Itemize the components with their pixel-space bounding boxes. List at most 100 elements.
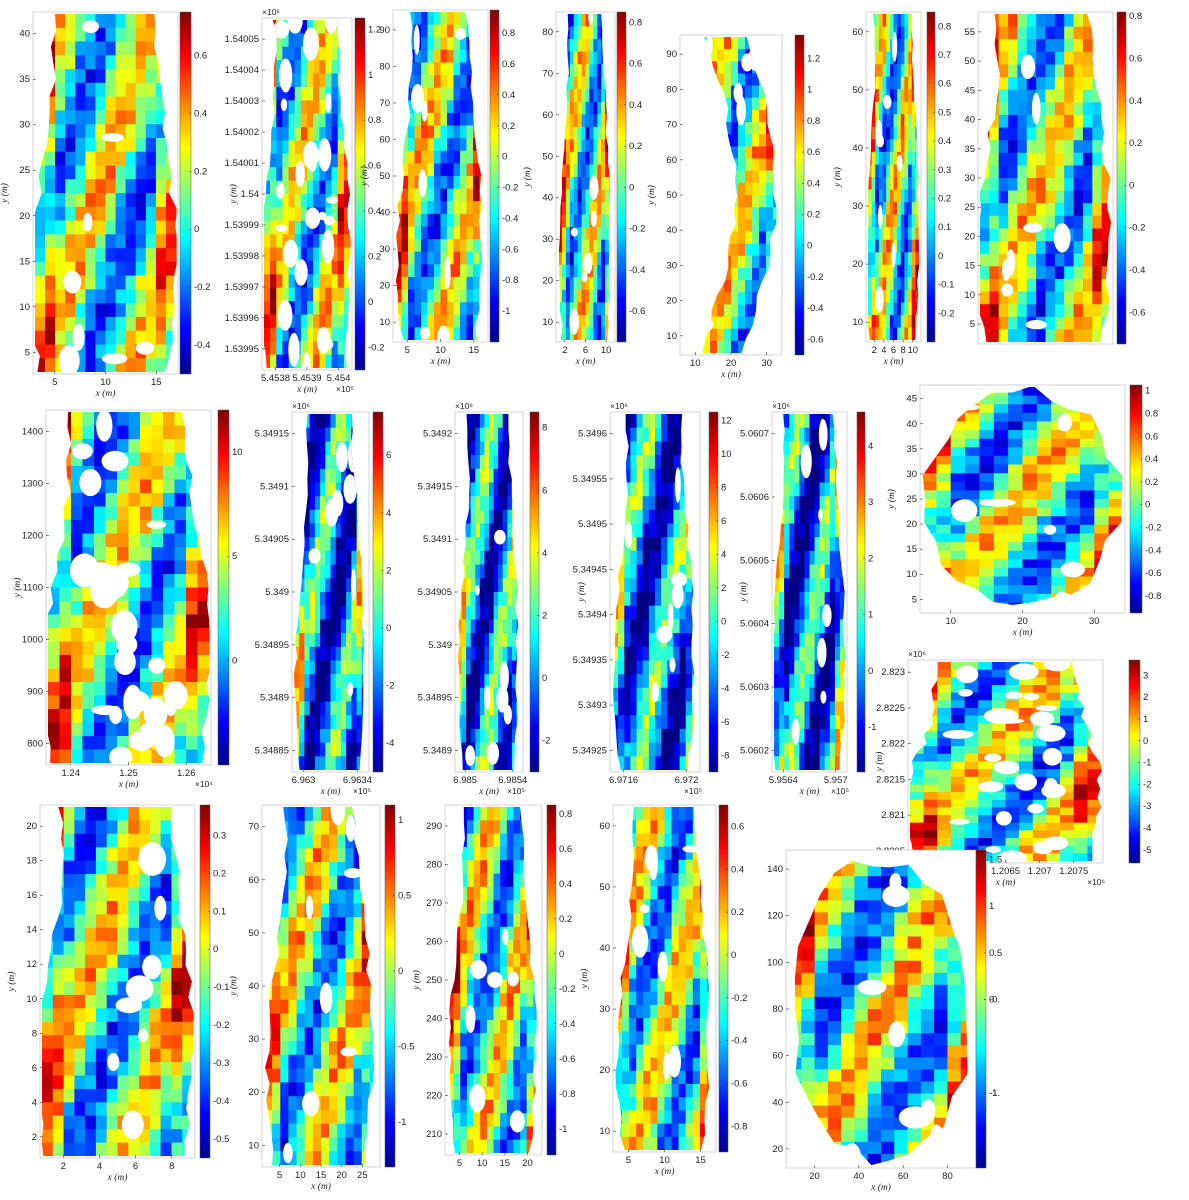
colorbar-tick-label: 0.6 xyxy=(1145,431,1158,442)
colorbar-tick-label: -0.2 xyxy=(502,183,518,194)
x-tick-label: 6.963 xyxy=(292,775,316,786)
y-tick-label: 2.8225 xyxy=(876,703,905,714)
colorbar-tick-label: -0. xyxy=(989,995,1000,1006)
colorbar-tick-label: -0.4 xyxy=(807,303,823,314)
y-tick-label: 100 xyxy=(767,957,783,968)
colorbar-tick-label: -0.4 xyxy=(213,1096,229,1107)
x-exponent-label: ×10⁴ xyxy=(195,779,213,789)
x-tick-label: 80 xyxy=(942,1171,953,1182)
y-tick-label: 25 xyxy=(19,165,30,176)
colorbar-tick-label: -0.4 xyxy=(1145,545,1161,556)
y-tick-label: 5.34885 xyxy=(255,745,289,756)
y-tick-label: 15 xyxy=(964,261,975,272)
y-tick-label: 25 xyxy=(964,202,975,213)
x-tick-label: 6.972 xyxy=(675,775,699,786)
x-tick-label: 5.9564 xyxy=(769,775,798,786)
x-tick-label: 20 xyxy=(336,1170,347,1181)
x-axis-label: x (m) xyxy=(310,1181,331,1192)
x-tick-label: 2 xyxy=(562,345,567,356)
y-tick-label: 800 xyxy=(27,739,43,750)
x-tick-label: 10 xyxy=(100,377,111,388)
y-tick-label: 1.54004 xyxy=(225,65,259,76)
colorbar-tick-label: 1 xyxy=(1143,714,1148,725)
colorbar xyxy=(546,804,557,1156)
colorbar-tick-label: -0.8 xyxy=(731,1121,747,1132)
colorbar-tick-label: -1 xyxy=(559,1124,567,1135)
colorbar-tick-label: 0 xyxy=(213,944,218,955)
colorbar-tick-label: 8 xyxy=(721,482,726,493)
colorbar-tick-label: 0 xyxy=(629,182,634,193)
y-tick-label: 20 xyxy=(19,211,30,222)
colorbar-tick-label: -0.3 xyxy=(213,1058,229,1069)
colorbar-tick-label: 0.8 xyxy=(1129,11,1142,22)
y-tick-label: 5.349 xyxy=(265,587,289,598)
colorbar-tick-label: -4 xyxy=(721,683,729,694)
elevation-surface xyxy=(448,807,537,1153)
x-tick-label: 5 xyxy=(52,377,57,388)
y-tick-label: 1000 xyxy=(22,635,43,646)
y-tick-label: 280 xyxy=(426,860,442,871)
y-tick-label: 10 xyxy=(248,1140,259,1151)
colorbar-tick-label: 0.5 xyxy=(938,107,951,118)
y-tick-label: 2.821 xyxy=(881,810,905,821)
x-exponent-label: ×10⁵ xyxy=(831,786,849,796)
colorbar-tick-label: -0.2 xyxy=(194,282,210,293)
y-tick-label: 40 xyxy=(19,29,30,40)
y-tick-label: 40 xyxy=(772,1097,783,1108)
x-tick-label: 10 xyxy=(907,345,918,356)
y-tick-label: 2.8215 xyxy=(876,774,905,785)
y-tick-label: 6 xyxy=(32,1063,37,1074)
y-tick-label: 5.3491 xyxy=(260,481,289,492)
x-axis-label: x (m) xyxy=(575,356,596,367)
x-axis-label: x (m) xyxy=(430,356,451,367)
y-tick-label: 5.34905 xyxy=(418,587,452,598)
y-tick-label: 10 xyxy=(906,569,917,580)
x-tick-label: 6 xyxy=(133,1161,138,1172)
colorbar-tick-label: 0.2 xyxy=(1129,138,1142,149)
colorbar-tick-label: 0.6 xyxy=(938,79,951,90)
colorbar-tick-label: 6 xyxy=(721,516,726,527)
y-tick-label: 20 xyxy=(852,259,863,270)
colorbar-tick-label: -0.4 xyxy=(502,213,518,224)
y-tick-label: 90 xyxy=(379,25,390,36)
colorbar-tick-label: 2 xyxy=(721,583,726,594)
y-tick-label: 30 xyxy=(906,469,917,480)
colorbar-tick-label: 0.8 xyxy=(807,116,820,127)
colorbar-tick-label: 0.8 xyxy=(1145,409,1158,420)
colorbar-tick-label: 1 xyxy=(989,901,994,912)
x-axis-label: x (m) xyxy=(95,388,116,399)
x-axis-label: x (m) xyxy=(883,356,904,367)
elevation-surface xyxy=(868,14,920,340)
y-tick-label: 20 xyxy=(379,281,390,292)
colorbar-tick-label: 0.8 xyxy=(368,115,381,126)
x-tick-label: 5 xyxy=(277,1170,282,1181)
x-tick-label: 15 xyxy=(695,1155,706,1166)
colorbar-tick-label: 0.6 xyxy=(194,50,207,61)
y-tick-label: 60 xyxy=(248,875,259,886)
colorbar-tick-label: -2 xyxy=(386,681,394,692)
x-exponent-label: ×10⁵ xyxy=(353,786,371,796)
colorbar-tick-label: -2 xyxy=(1143,779,1151,790)
y-tick-label: 50 xyxy=(964,56,975,67)
panel-p17: 5 10 15 20 210 220 230 240 250 260 270 280 290 y (m) -… xyxy=(411,804,575,1169)
colorbar-tick-label: -6 xyxy=(721,717,729,728)
colorbar xyxy=(384,804,396,1168)
elevation-surface xyxy=(42,807,194,1156)
y-tick-label: 5.0605 xyxy=(740,555,769,566)
y-tick-label: 60 xyxy=(772,1051,783,1062)
colorbar-tick-label: 6 xyxy=(542,485,547,496)
colorbar-tick-label: -0.2 xyxy=(1129,223,1145,234)
colorbar-tick-label: 0.6 xyxy=(559,844,572,855)
y-axis-label: y (m) xyxy=(576,582,587,603)
y-tick-label: 30 xyxy=(852,201,863,212)
x-tick-label: 15 xyxy=(500,1158,511,1169)
colorbar-tick-label: -1 xyxy=(398,1117,406,1128)
colorbar-tick-label: -1. xyxy=(989,1088,1000,1099)
colorbar-tick-label: -0.2 xyxy=(1145,523,1161,534)
x-tick-label: 6.9854 xyxy=(498,775,527,786)
colorbar-tick-label: 0 xyxy=(868,666,873,677)
y-tick-label: 140 xyxy=(767,864,783,875)
x-axis-label: x (m) xyxy=(870,1182,891,1193)
y-tick-label: 80 xyxy=(379,61,390,72)
colorbar-tick-label: -0.4 xyxy=(731,1036,747,1047)
